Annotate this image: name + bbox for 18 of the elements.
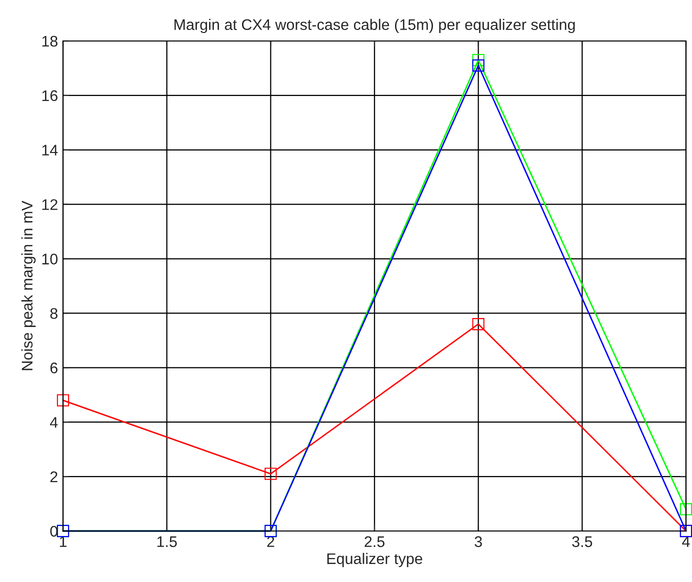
x-tick-label: 1	[60, 536, 67, 547]
x-tick-label: 1.5	[157, 536, 177, 548]
y-axis-title: Noise peak margin in mV	[21, 200, 36, 370]
y-tick-label: 10	[42, 254, 58, 264]
x-tick-label: 2.5	[364, 536, 384, 548]
x-tick-label: 3.5	[572, 536, 592, 548]
y-tick-label: 4	[50, 417, 58, 428]
x-tick-label: 4	[682, 536, 690, 547]
y-tick-label: 6	[50, 362, 58, 374]
y-tick-label: 16	[42, 90, 58, 102]
x-tick-label: 3	[474, 536, 482, 548]
y-tick-label: 2	[50, 471, 58, 482]
y-tick-label: 12	[42, 199, 58, 210]
x-axis-title: Equalizer type	[327, 552, 422, 568]
y-tick-label: 8	[50, 308, 58, 319]
y-tick-label: 18	[42, 36, 58, 47]
chart-title: Margin at CX4 worst-case cable (15m) per equalizer setting	[174, 18, 575, 34]
y-tick-label: 14	[42, 144, 58, 156]
